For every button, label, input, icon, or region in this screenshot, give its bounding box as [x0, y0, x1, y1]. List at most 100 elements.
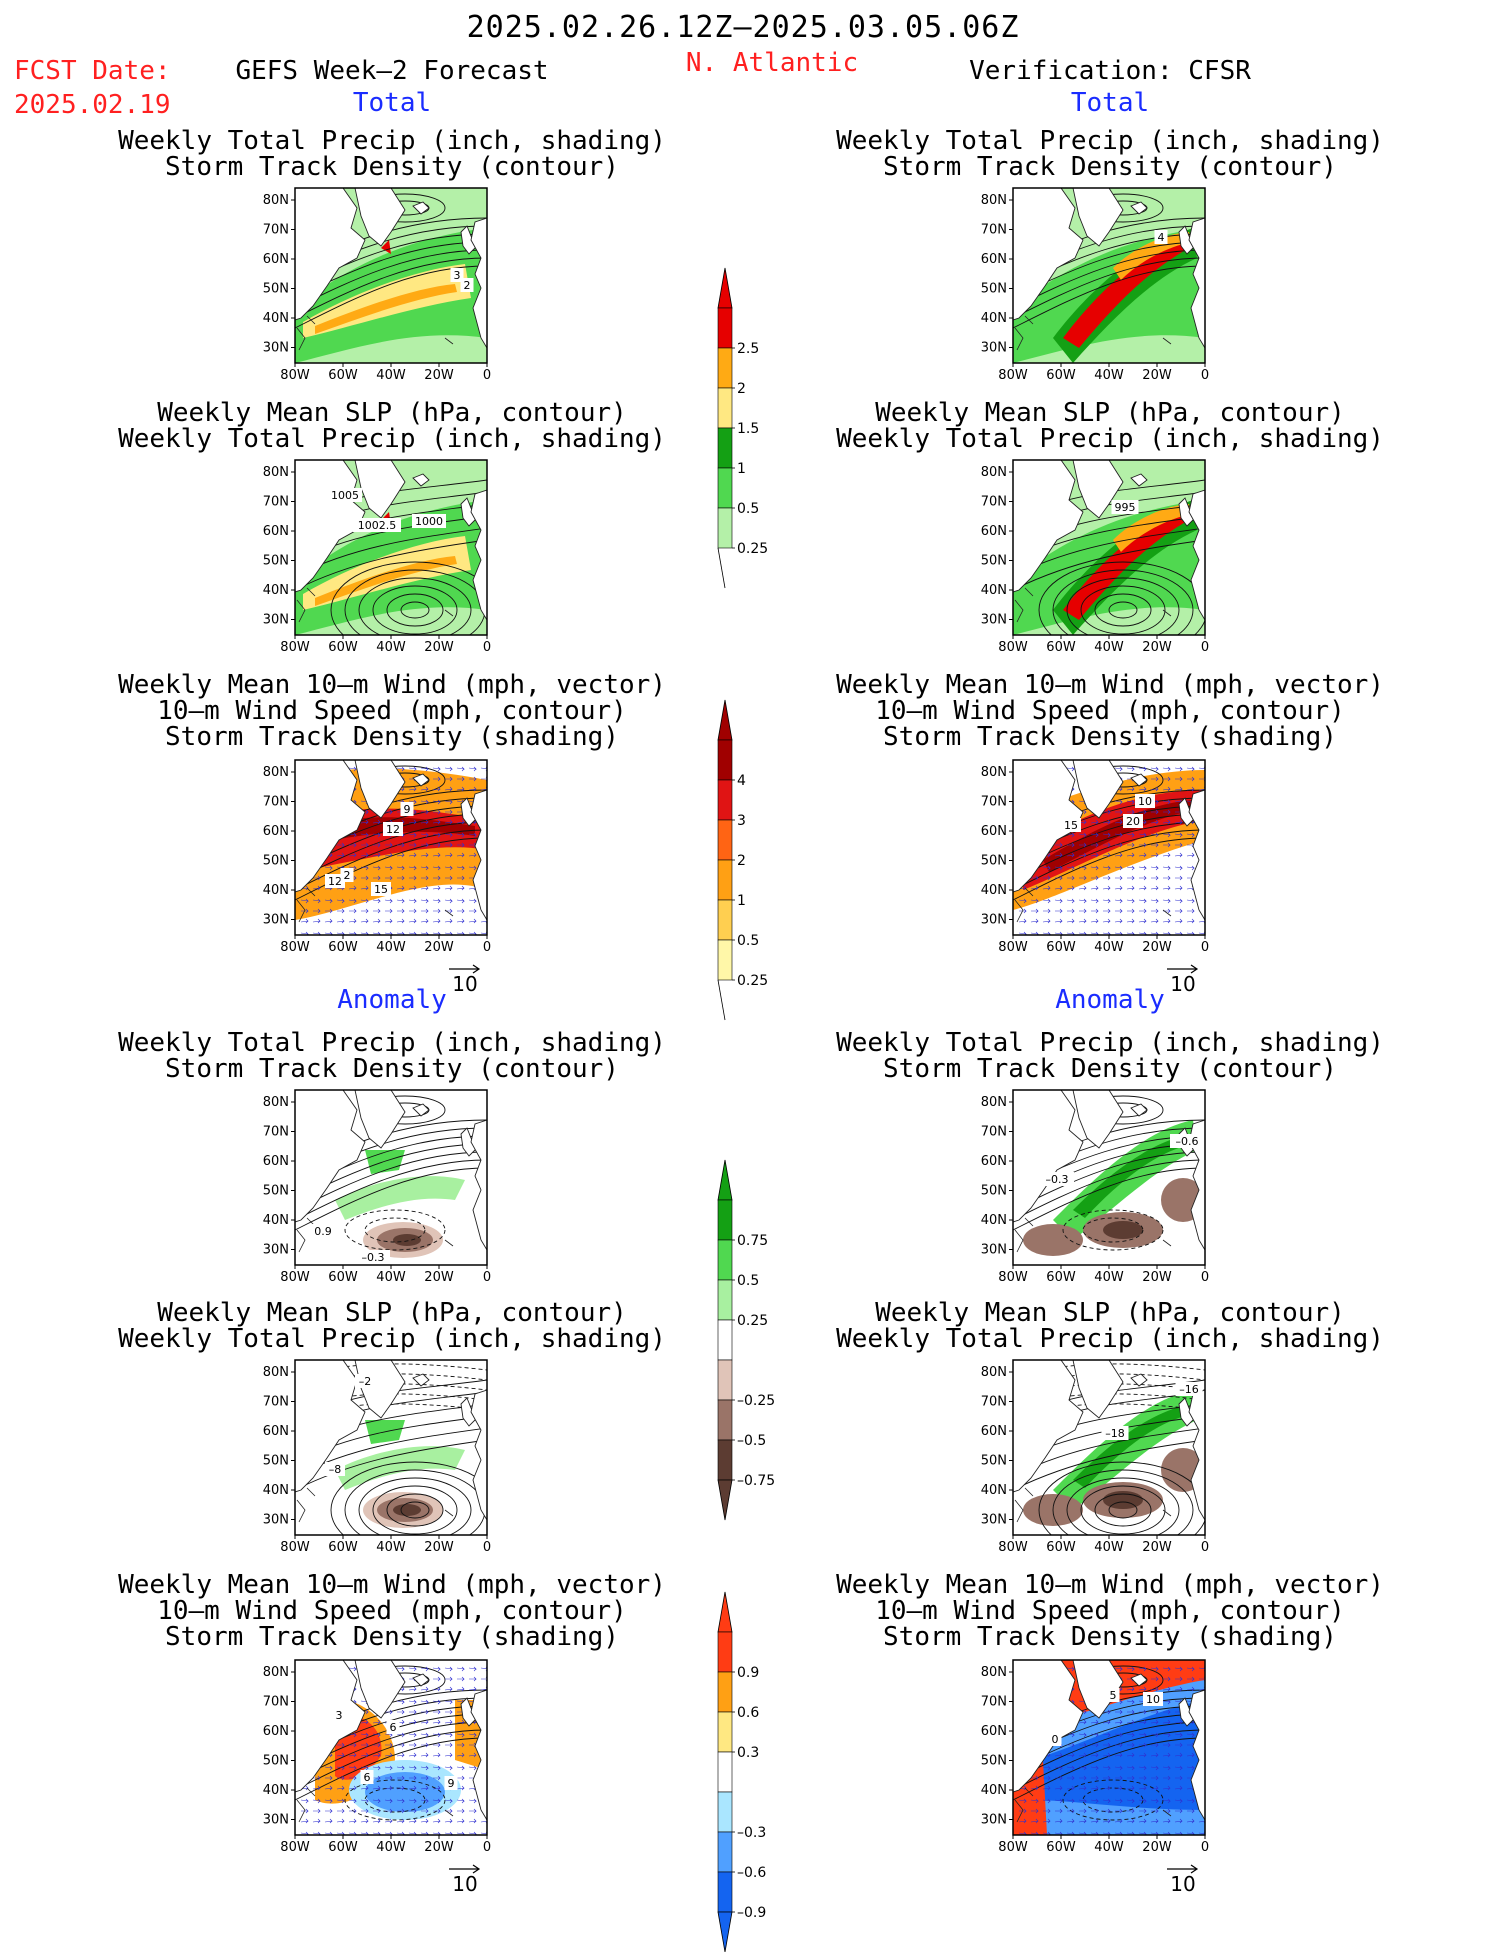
svg-text:–2: –2: [359, 1375, 372, 1388]
lat-tick-label: 30N: [263, 913, 289, 928]
map-panel: 80N 70N 60N 50N 40N 30N 80W 60W 40W 20W 0 3 6 6 9: [263, 1659, 491, 1855]
verification-title: Verification: CFSR: [969, 56, 1251, 86]
panel-title: Weekly Total Precip (inch, shading) Storm…: [118, 128, 666, 180]
lon-tick-label: 20W: [424, 640, 454, 655]
panel-title-line: 10–m Wind Speed (mph, contour): [157, 696, 627, 726]
lat-tick-label: 40N: [263, 1483, 289, 1498]
section-total-left: Total: [352, 88, 432, 118]
vector-reference-arrow: 10: [1167, 964, 1199, 996]
lat-tick-label: 30N: [263, 341, 289, 356]
svg-text:10: 10: [1146, 1693, 1160, 1706]
svg-text:9: 9: [404, 803, 411, 816]
lat-tick-label: 70N: [981, 223, 1007, 238]
colorbar-label: –0.3: [737, 1825, 766, 1841]
panel-title-line: Weekly Mean SLP (hPa, contour): [875, 398, 1345, 428]
lat-tick-label: 40N: [981, 883, 1007, 898]
lat-tick-label: 80N: [981, 1095, 1007, 1110]
colorbar-label: 0.5: [737, 501, 759, 517]
lon-tick-label: 0: [483, 940, 491, 955]
lat-tick-label: 50N: [263, 854, 289, 869]
panel-title-line: 10–m Wind Speed (mph, contour): [157, 1596, 627, 1626]
contour-label: 0.9: [309, 1224, 337, 1238]
vector-reference: 10: [445, 1864, 485, 1899]
map-panel: 80N 70N 60N 50N 40N 30N 80W 60W 40W 20W 0 –0.6 –0.3: [981, 1089, 1209, 1285]
panel-title: Weekly Mean 10–m Wind (mph, vector) 10–m …: [836, 1572, 1384, 1650]
contour-label: –8: [325, 1462, 345, 1476]
lat-tick-label: 30N: [981, 1813, 1007, 1828]
svg-text:15: 15: [374, 883, 388, 896]
lon-tick-label: 60W: [328, 1270, 358, 1285]
colorbar-graphic: 2.5 2 1.5 1 0.5 0.25: [717, 267, 768, 589]
contour-label: 3: [332, 1708, 346, 1722]
lon-tick-label: 20W: [1142, 1840, 1172, 1855]
lon-tick-label: 20W: [1142, 640, 1172, 655]
lat-tick-label: 80N: [981, 465, 1007, 480]
lon-tick-label: 0: [1201, 368, 1209, 383]
panel-title: Weekly Mean SLP (hPa, contour) Weekly Tot…: [836, 1300, 1384, 1352]
vector-reference-arrow: 10: [1167, 1864, 1199, 1896]
panel-title: Weekly Mean SLP (hPa, contour) Weekly Tot…: [836, 400, 1384, 452]
lat-tick-label: 80N: [263, 1095, 289, 1110]
map-plot: 80N 70N 60N 50N 40N 30N 80W 60W 40W 20W 0 32: [263, 187, 491, 383]
contour-label: 6: [386, 1720, 400, 1734]
panel-title-line: Weekly Total Precip (inch, shading): [118, 1028, 666, 1058]
colorbar-label: 1: [737, 461, 746, 477]
lat-tick-label: 60N: [263, 824, 289, 839]
lat-tick-label: 30N: [263, 1243, 289, 1258]
panel-title: Weekly Total Precip (inch, shading) Storm…: [836, 128, 1384, 180]
contour-label: 12: [383, 822, 403, 836]
vector-reference-label: 10: [452, 1872, 477, 1896]
lon-tick-label: 80W: [280, 1840, 310, 1855]
lat-tick-label: 80N: [263, 765, 289, 780]
vector-reference-arrow: 10: [449, 964, 481, 996]
colorbar-label: –0.9: [737, 1905, 766, 1921]
lat-tick-label: 70N: [981, 1395, 1007, 1410]
panel-title-line: Weekly Mean 10–m Wind (mph, vector): [836, 670, 1384, 700]
colorbar-label: 0.9: [737, 1665, 759, 1681]
svg-text:–0.3: –0.3: [1046, 1173, 1069, 1186]
forecast-model-title: GEFS Week–2 Forecast: [235, 56, 549, 86]
lon-tick-label: 0: [483, 1540, 491, 1555]
contour-label: 10: [1135, 794, 1155, 808]
svg-text:–16: –16: [1179, 1383, 1199, 1396]
lon-tick-label: 20W: [424, 368, 454, 383]
contour-label: 6: [360, 1770, 374, 1784]
svg-text:–8: –8: [329, 1463, 342, 1476]
panel-title-line: Weekly Total Precip (inch, shading): [118, 1324, 666, 1354]
svg-text:–18: –18: [1105, 1427, 1125, 1440]
lon-tick-label: 40W: [376, 1840, 406, 1855]
lon-tick-label: 60W: [1046, 940, 1076, 955]
lon-tick-label: 80W: [998, 368, 1028, 383]
lon-tick-label: 20W: [1142, 368, 1172, 383]
lat-tick-label: 70N: [263, 1695, 289, 1710]
vector-reference-label: 10: [1170, 1872, 1195, 1896]
lon-tick-label: 0: [483, 640, 491, 655]
map-panel: 80N 70N 60N 50N 40N 30N 80W 60W 40W 20W 0 3 2: [263, 187, 491, 383]
svg-text:6: 6: [364, 1771, 371, 1784]
lon-tick-label: 60W: [328, 940, 358, 955]
lat-tick-label: 70N: [263, 1125, 289, 1140]
lat-tick-label: 30N: [263, 613, 289, 628]
panel-title-line: Weekly Mean SLP (hPa, contour): [157, 398, 627, 428]
map-panel: 80N 70N 60N 50N 40N 30N 80W 60W 40W 20W 0 10 5 0: [981, 1659, 1209, 1855]
section-anomaly-right: Anomaly: [1055, 985, 1165, 1015]
panel-title-line: Storm Track Density (contour): [165, 1054, 619, 1084]
panel-title: Weekly Mean 10–m Wind (mph, vector) 10–m …: [118, 672, 666, 750]
map-plot: 80N 70N 60N 50N 40N 30N 80W 60W 40W 20W 0 –16 –18: [981, 1359, 1209, 1555]
contour-label: –0.6: [1170, 1134, 1204, 1148]
lat-tick-label: 70N: [981, 495, 1007, 510]
vector-reference: 10: [1163, 964, 1203, 999]
contour-label: 15: [1061, 818, 1081, 832]
lon-tick-label: 20W: [1142, 1540, 1172, 1555]
map-panel: 80N 70N 60N 50N 40N 30N 80W 60W 40W 20W 0 9 12 12 2 15: [263, 759, 491, 955]
panel-title-line: Weekly Total Precip (inch, shading): [836, 126, 1384, 156]
valid-period-title: 2025.02.26.12Z–2025.03.05.06Z: [466, 10, 1020, 45]
lat-tick-label: 60N: [263, 1154, 289, 1169]
lon-tick-label: 40W: [376, 940, 406, 955]
colorbar-label: 0.25: [737, 1313, 768, 1329]
lon-tick-label: 0: [483, 1270, 491, 1285]
panel-title-line: Storm Track Density (shading): [883, 722, 1337, 752]
colorbar-label: 0.5: [737, 1273, 759, 1289]
contour-label: 2: [460, 278, 474, 292]
lat-tick-label: 80N: [263, 193, 289, 208]
